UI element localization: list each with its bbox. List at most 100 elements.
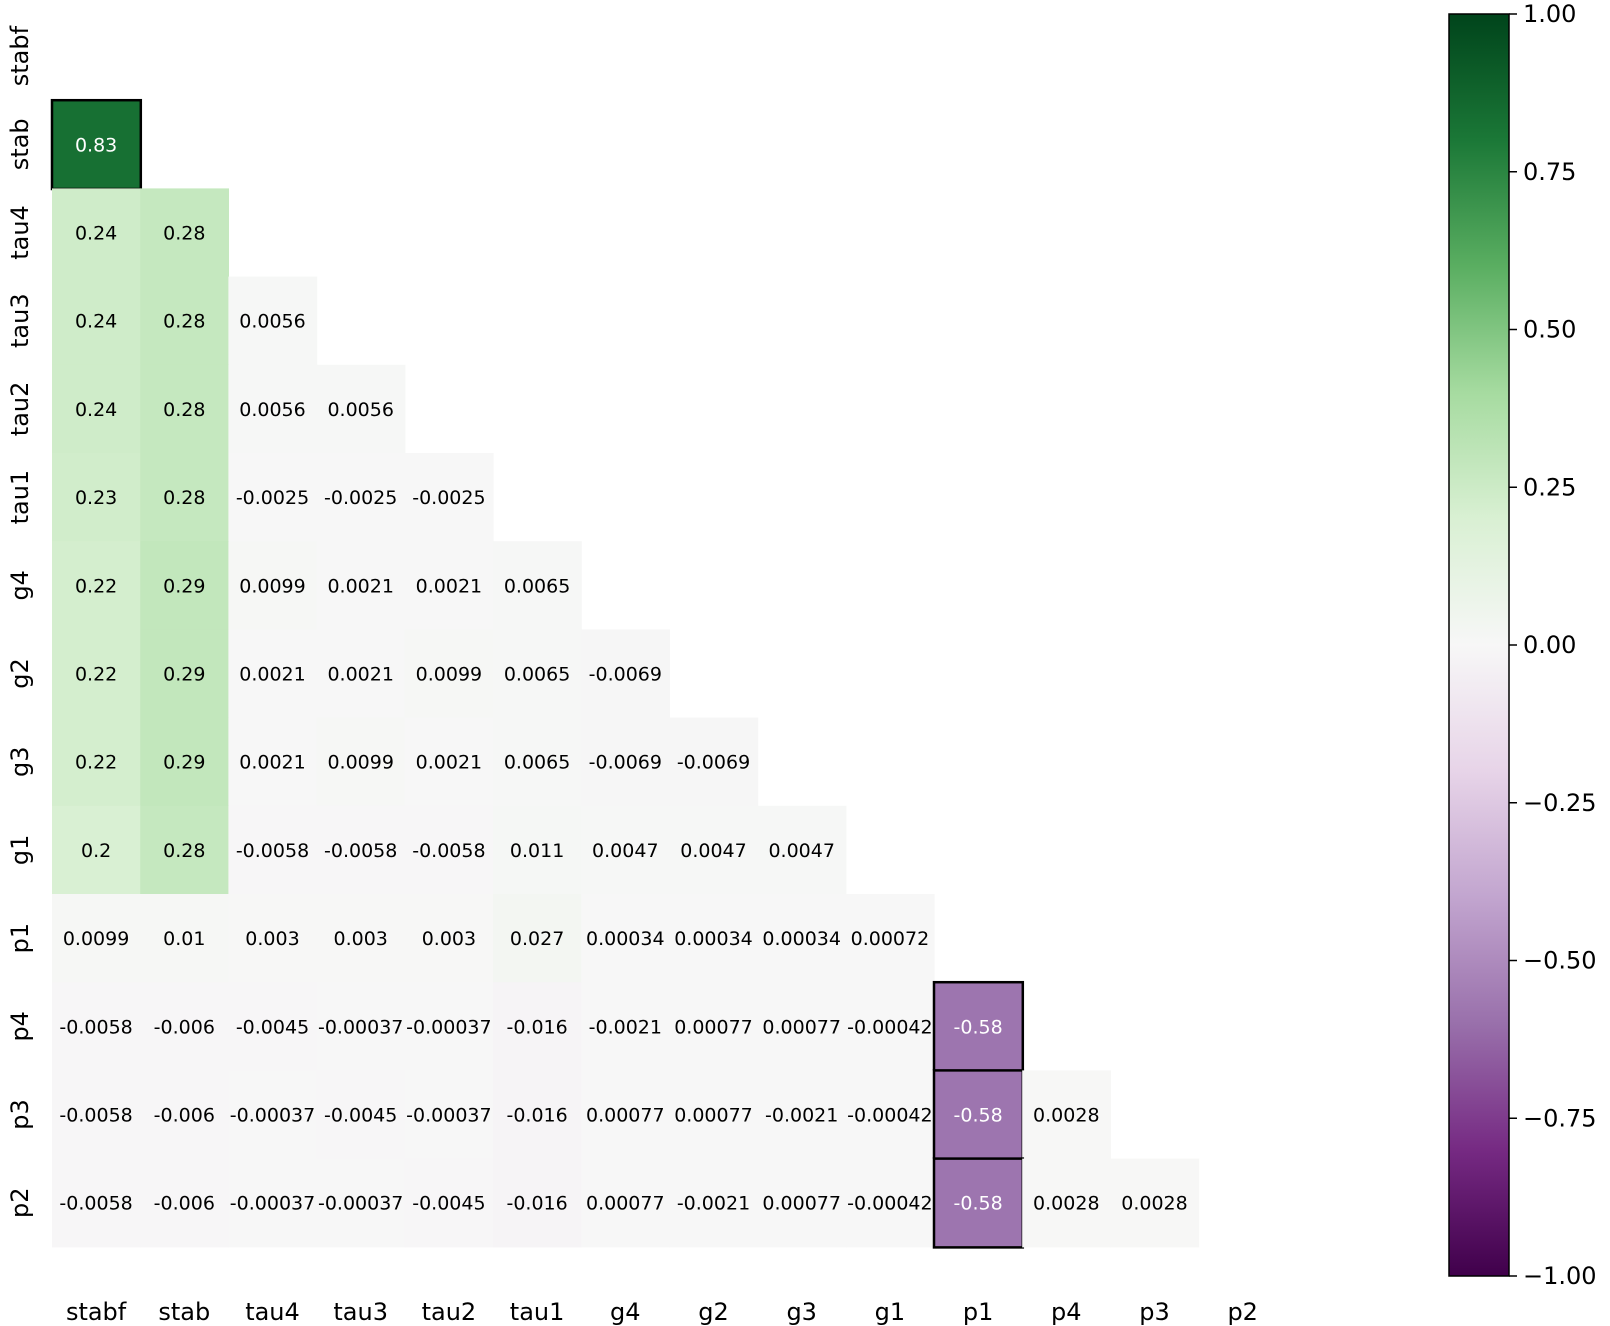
heatmap-cell-label: 0.00034 [762, 928, 841, 950]
y-tick-label: p4 [6, 1011, 34, 1042]
x-tick-label: g2 [698, 1298, 729, 1326]
heatmap-cell-label: 0.00034 [674, 928, 753, 950]
heatmap-cell [757, 982, 847, 1071]
heatmap-cell [1022, 1070, 1111, 1160]
heatmap-cell-label: -0.00037 [230, 1105, 315, 1127]
heatmap-cell-label: 0.0021 [327, 575, 393, 597]
heatmap-cell [493, 982, 582, 1071]
heatmap-cell [404, 982, 494, 1071]
heatmap-cell [52, 453, 141, 542]
heatmap-cell [669, 894, 759, 983]
heatmap-cell [316, 982, 406, 1071]
colorbar-gradient [1448, 13, 1510, 1277]
heatmap-cell [581, 629, 670, 719]
heatmap-cell [140, 1158, 229, 1248]
heatmap-cell-label: 0.011 [510, 840, 564, 862]
x-tick-label: tau4 [245, 1298, 300, 1326]
heatmap-cell [757, 805, 847, 895]
heatmap-cell-label: -0.0069 [589, 664, 662, 686]
heatmap-cell [52, 717, 141, 807]
heatmap-cell-label: 0.00077 [586, 1105, 665, 1127]
heatmap-cell-label: -0.0021 [765, 1105, 838, 1127]
heatmap-cell-label: -0.0045 [324, 1105, 397, 1127]
heatmap-cell-label: 0.24 [75, 223, 117, 245]
y-tick-label: g2 [6, 658, 34, 689]
colorbar: 1.00 0.75 0.50 0.25 0.00 −0.25 −0.50 −0.75 −1.00 [1448, 0, 1597, 1290]
heatmap-cell-label: 0.0065 [504, 575, 570, 597]
colorbar-tick-label: 0.25 [1523, 473, 1576, 501]
heatmap-cell [669, 717, 759, 807]
heatmap-cell-label: -0.006 [154, 1105, 215, 1127]
heatmap-cell [404, 805, 494, 895]
heatmap-cell [493, 805, 582, 895]
heatmap-cell [1110, 1158, 1200, 1248]
heatmap-cell-label: -0.0069 [677, 752, 750, 774]
heatmap-cell-label: 0.0021 [239, 752, 305, 774]
heatmap-cell-label: 0.29 [163, 752, 205, 774]
heatmap-cell [404, 1070, 494, 1160]
heatmap-cell-label: -0.0025 [412, 487, 485, 509]
heatmap-cell-label: -0.0058 [236, 840, 309, 862]
x-axis-labels: stabf stab tau4 tau3 tau2 tau1 g4 g2 g3 g1 p1 p4 p3 p… [66, 1298, 1258, 1326]
heatmap-cell [228, 1070, 318, 1160]
heatmap-cell [581, 717, 670, 807]
heatmap-cell-label: 0.28 [163, 840, 205, 862]
x-tick-label: tau2 [422, 1298, 477, 1326]
heatmap-cell [228, 541, 318, 630]
y-tick-label: stab [6, 118, 34, 170]
y-tick-label: g3 [6, 746, 34, 777]
heatmap-cell [140, 894, 229, 983]
heatmap-cell [932, 1157, 1025, 1249]
heatmap-cell-label: 0.0099 [416, 664, 482, 686]
heatmap-cell [581, 1158, 670, 1248]
heatmap-cell [228, 982, 318, 1071]
heatmap-cell-label: 0.0021 [327, 664, 393, 686]
heatmap-cell-label: 0.00077 [762, 1193, 841, 1215]
heatmap-cell-label: 0.24 [75, 311, 117, 333]
x-tick-label: p2 [1227, 1298, 1258, 1326]
heatmap-cell-label: 0.00077 [586, 1193, 665, 1215]
heatmap-cell [140, 717, 229, 807]
heatmap-cell [845, 1158, 935, 1248]
heatmap-cell [845, 1070, 935, 1160]
heatmap-cell-label: 0.0099 [63, 928, 129, 950]
heatmap-cell [669, 805, 759, 895]
heatmap-cell [316, 894, 406, 983]
heatmap-cell [52, 1070, 141, 1160]
heatmap-cell-label: 0.23 [75, 487, 117, 509]
x-tick-label: g3 [786, 1298, 817, 1326]
colorbar-tick-label: −0.25 [1523, 789, 1597, 817]
heatmap-cell-label: -0.016 [506, 1105, 567, 1127]
heatmap-cell-label: 0.0099 [327, 752, 393, 774]
heatmap-cell-label: -0.00042 [847, 1105, 932, 1127]
heatmap-cell-label: -0.58 [954, 1016, 1003, 1038]
x-tick-label: p1 [963, 1298, 994, 1326]
heatmap-cell [845, 982, 935, 1071]
heatmap-cell [52, 894, 141, 983]
heatmap-cell [52, 364, 141, 454]
heatmap-cell [52, 805, 141, 895]
heatmap-cell [140, 629, 229, 719]
heatmap-cell [757, 894, 847, 983]
heatmap-cell-label: 0.0065 [504, 752, 570, 774]
heatmap-cell-label: 0.0056 [239, 311, 305, 333]
x-tick-label: g1 [875, 1298, 906, 1326]
heatmap-cell [228, 453, 318, 542]
heatmap-cell-label: 0.00077 [762, 1016, 841, 1038]
heatmap-cell-label: 0.0047 [680, 840, 746, 862]
heatmap-cell-label: 0.28 [163, 487, 205, 509]
heatmap-cell [228, 717, 318, 807]
heatmap-cell [316, 453, 406, 542]
colorbar-tick-label: −1.00 [1523, 1262, 1597, 1290]
heatmap-cell [493, 1158, 582, 1248]
colorbar-tick-label: 0.50 [1523, 316, 1576, 344]
colorbar-tick-label: −0.75 [1523, 1104, 1597, 1132]
heatmap-cell [316, 364, 406, 454]
heatmap-cell-label: -0.0021 [589, 1016, 662, 1038]
heatmap-cell [140, 276, 229, 366]
heatmap-cell [757, 1158, 847, 1248]
heatmap-cell-label: -0.00037 [406, 1105, 491, 1127]
heatmap-cell-label: -0.0058 [412, 840, 485, 862]
heatmap-cell-label: 0.22 [75, 752, 117, 774]
